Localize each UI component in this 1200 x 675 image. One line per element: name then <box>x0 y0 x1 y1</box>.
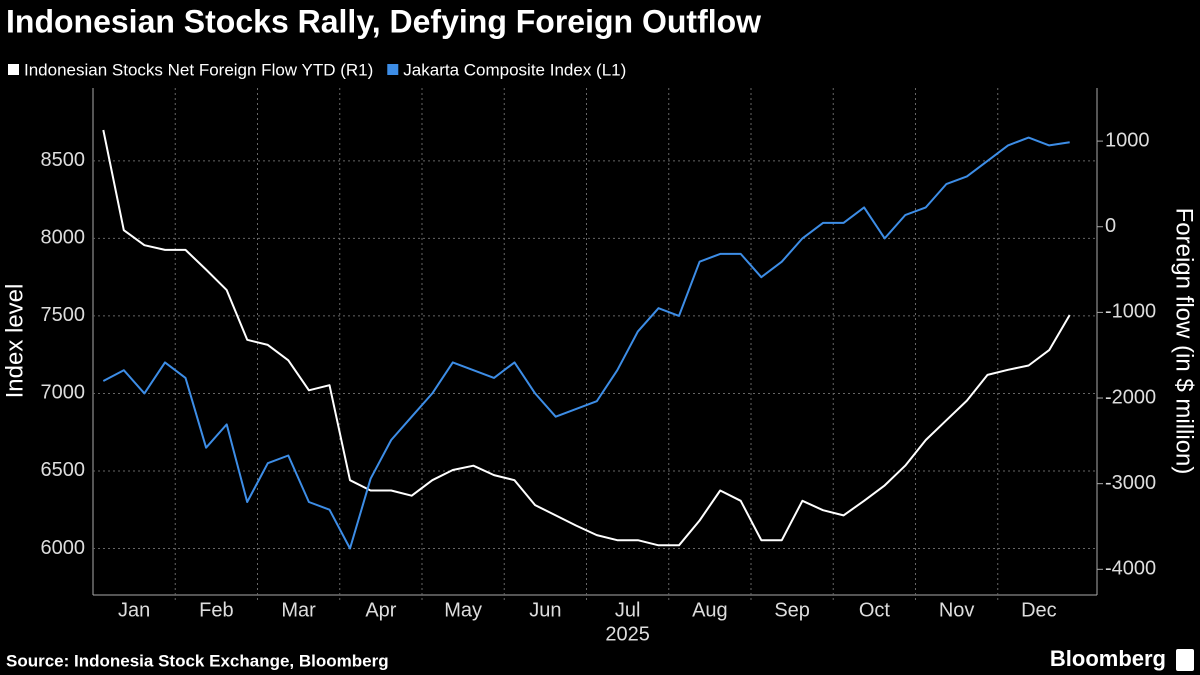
x-tick-label: Feb <box>199 599 233 621</box>
x-tick-label: May <box>444 599 482 621</box>
chart-title: Indonesian Stocks Rally, Defying Foreign… <box>6 3 761 39</box>
y2-tick-label: -4000 <box>1105 558 1156 580</box>
x-tick-label: Dec <box>1021 599 1057 621</box>
y2-tick-label: 0 <box>1105 215 1116 237</box>
x-tick-label: Jun <box>529 599 561 621</box>
x-tick-label: Mar <box>281 599 316 621</box>
x-tick-label: Jul <box>615 599 641 621</box>
y-tick-label: 7500 <box>41 304 86 326</box>
x-tick-label: Aug <box>692 599 728 621</box>
legend-swatch <box>387 64 399 75</box>
series-line <box>102 129 1071 547</box>
source: Source: Indonesia Stock Exchange, Bloomb… <box>6 651 389 670</box>
y2-tick-label: -1000 <box>1105 301 1156 323</box>
y2-tick-label: 1000 <box>1105 129 1150 151</box>
series-line <box>102 136 1070 550</box>
legend-swatch <box>8 64 19 75</box>
legend-label: Jakarta Composite Index (L1) <box>403 60 626 79</box>
y2-tick-label: -2000 <box>1105 386 1156 408</box>
brand-icon <box>1176 649 1194 671</box>
y-tick-label: 6500 <box>41 459 86 481</box>
x-axis-label: 2025 <box>605 623 650 645</box>
y-tick-label: 6000 <box>41 537 86 559</box>
brand: Bloomberg <box>1050 646 1166 671</box>
y2-tick-label: -3000 <box>1105 472 1156 494</box>
y-axis-label: Index level <box>1 284 28 399</box>
y-tick-label: 8000 <box>41 227 86 249</box>
x-tick-label: Apr <box>365 599 396 621</box>
x-tick-label: Nov <box>939 599 975 621</box>
y-tick-label: 8500 <box>41 149 86 171</box>
x-tick-label: Sep <box>774 599 810 621</box>
y2-axis-label: Foreign flow (in $ million) <box>1171 208 1198 475</box>
y-tick-label: 7000 <box>41 382 86 404</box>
legend-label: Indonesian Stocks Net Foreign Flow YTD (… <box>24 60 373 79</box>
x-tick-label: Jan <box>118 599 150 621</box>
x-tick-label: Oct <box>859 599 891 621</box>
